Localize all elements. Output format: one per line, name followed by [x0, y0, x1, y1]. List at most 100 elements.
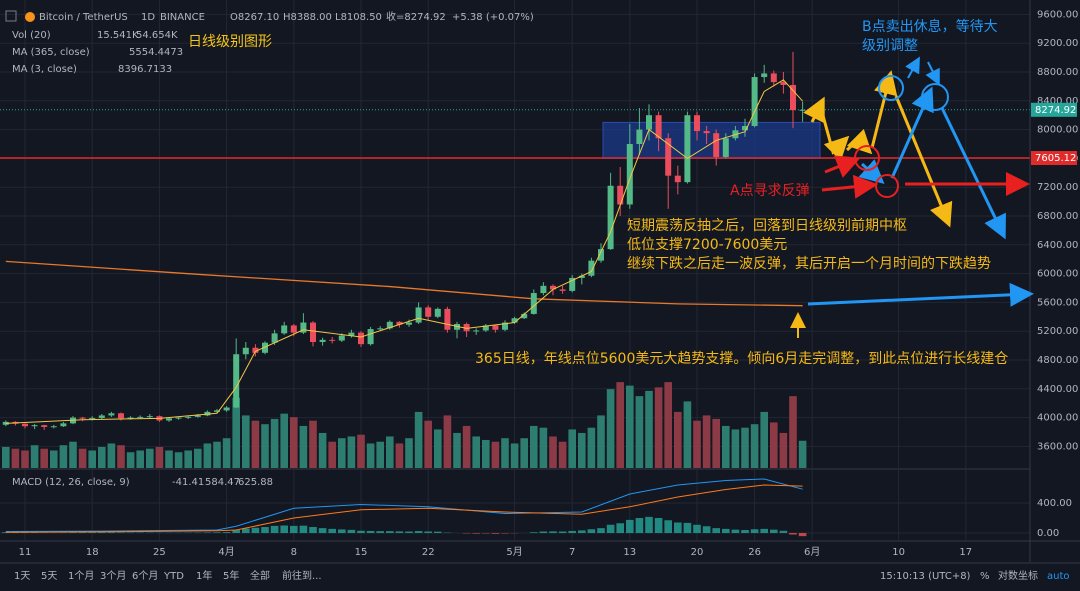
- volume-bar: [587, 427, 596, 468]
- x-tick-label: 11: [19, 547, 32, 558]
- candle-body: [607, 185, 614, 250]
- range-button[interactable]: 1个月: [68, 570, 94, 582]
- candle-body: [50, 426, 57, 428]
- volume-bar: [731, 429, 740, 468]
- volume-bar: [174, 452, 183, 468]
- volume-bar: [203, 443, 212, 468]
- candle-body: [626, 144, 633, 205]
- volume-bar: [98, 446, 106, 468]
- range-button[interactable]: 5年: [223, 569, 239, 582]
- macd-histogram-bar: [712, 528, 720, 534]
- volume-bar: [395, 443, 404, 468]
- candle-body: [310, 322, 316, 342]
- x-tick-label: 6月: [804, 546, 820, 558]
- arrow: [803, 96, 825, 124]
- volume-bar: [414, 411, 423, 468]
- candle-body: [175, 417, 182, 419]
- candle-body: [348, 332, 355, 336]
- macd-histogram-bar: [107, 532, 116, 534]
- interval[interactable]: 1D: [141, 12, 155, 23]
- volume-bar: [491, 441, 500, 468]
- candle-body: [761, 73, 768, 78]
- annotation: 日线级别图形: [188, 34, 272, 50]
- volume-bar: [107, 443, 116, 468]
- volume-bar: [251, 420, 260, 468]
- candle-body: [722, 138, 729, 157]
- candle-body: [290, 325, 297, 333]
- range-button[interactable]: 全部: [250, 569, 270, 582]
- range-button[interactable]: 1年: [196, 569, 212, 582]
- macd-histogram-bar: [414, 531, 423, 534]
- candle-body: [89, 417, 96, 419]
- candle-body: [60, 423, 67, 427]
- macd-histogram-bar: [578, 530, 586, 534]
- plot: [0, 51, 1030, 537]
- volume-bar: [558, 441, 567, 468]
- candle-body: [684, 115, 691, 183]
- goto[interactable]: 前往到...: [282, 569, 322, 582]
- arrow: [824, 155, 861, 178]
- volume-bar: [328, 441, 336, 468]
- annotation: 级别调整: [862, 38, 918, 54]
- ohlc-close: 收=8274.92: [386, 10, 446, 23]
- volume-bar: [366, 443, 375, 468]
- arrow: [890, 86, 934, 179]
- range-button[interactable]: YTD: [163, 571, 184, 582]
- volume-bar: [635, 396, 644, 468]
- volume-bar: [69, 441, 77, 468]
- macd-value: 625.88: [238, 477, 273, 488]
- y-tick-label: 8800.00: [1037, 67, 1078, 78]
- candle-body: [588, 260, 595, 276]
- collapse-icon[interactable]: [5, 10, 17, 22]
- candle-body: [185, 416, 192, 418]
- range-button[interactable]: 1天: [14, 571, 30, 582]
- macd-histogram-bar: [750, 529, 759, 534]
- macd-histogram-bar: [491, 533, 500, 534]
- price-badge-label: 7605.12: [1035, 153, 1076, 164]
- candle-body: [454, 324, 460, 330]
- macd-histogram-bar: [722, 528, 730, 534]
- range-button[interactable]: 6个月: [132, 570, 158, 582]
- macd-histogram-bar: [299, 525, 308, 534]
- annotation: 继续下跌之后走一波反弹，其后开启一个月时间的下跌趋势: [627, 255, 991, 272]
- y-tick-label: 400.00: [1037, 498, 1072, 509]
- annotation: A点寻求反弹: [730, 183, 810, 199]
- candle-body: [569, 277, 576, 291]
- auto-toggle[interactable]: auto: [1047, 571, 1070, 582]
- volume-bar: [232, 397, 240, 468]
- macd-histogram-bar: [558, 531, 567, 534]
- symbol[interactable]: Bitcoin / TetherUS: [39, 12, 128, 23]
- y-tick-label: 6400.00: [1037, 240, 1078, 251]
- x-tick-label: 7: [569, 547, 575, 558]
- macd-histogram-bar: [290, 525, 298, 534]
- candle-body: [578, 275, 585, 278]
- volume-bar: [78, 448, 87, 468]
- macd-histogram-bar: [251, 527, 260, 534]
- volume-bar: [2, 446, 10, 468]
- symbol-icon: [25, 12, 35, 22]
- candle-body: [742, 126, 748, 131]
- circle: [854, 145, 880, 171]
- macd-title: MACD (12, 26, close, 9): [12, 477, 130, 488]
- arrow: [905, 56, 920, 79]
- candle-body: [751, 77, 758, 126]
- range-button[interactable]: 5天: [41, 571, 57, 582]
- percent-toggle[interactable]: %: [980, 571, 990, 582]
- range-button[interactable]: 3个月: [100, 570, 126, 582]
- volume-bar: [626, 385, 634, 468]
- candle-body: [108, 413, 115, 416]
- candle-body: [540, 285, 547, 294]
- log-toggle[interactable]: 对数坐标: [998, 569, 1038, 582]
- volume-bar: [357, 434, 365, 468]
- macd-histogram-bar: [702, 526, 711, 534]
- price-badge: [1031, 151, 1077, 166]
- volume-bar: [386, 436, 394, 468]
- volume-bar: [539, 427, 548, 468]
- candle-body: [329, 339, 336, 341]
- volume-bar: [309, 420, 317, 468]
- legend-name: MA (365, close): [12, 47, 90, 58]
- volume-bar: [683, 401, 692, 468]
- x-tick-label: 13: [623, 547, 636, 558]
- line: [5, 79, 803, 424]
- candle-body: [319, 339, 326, 342]
